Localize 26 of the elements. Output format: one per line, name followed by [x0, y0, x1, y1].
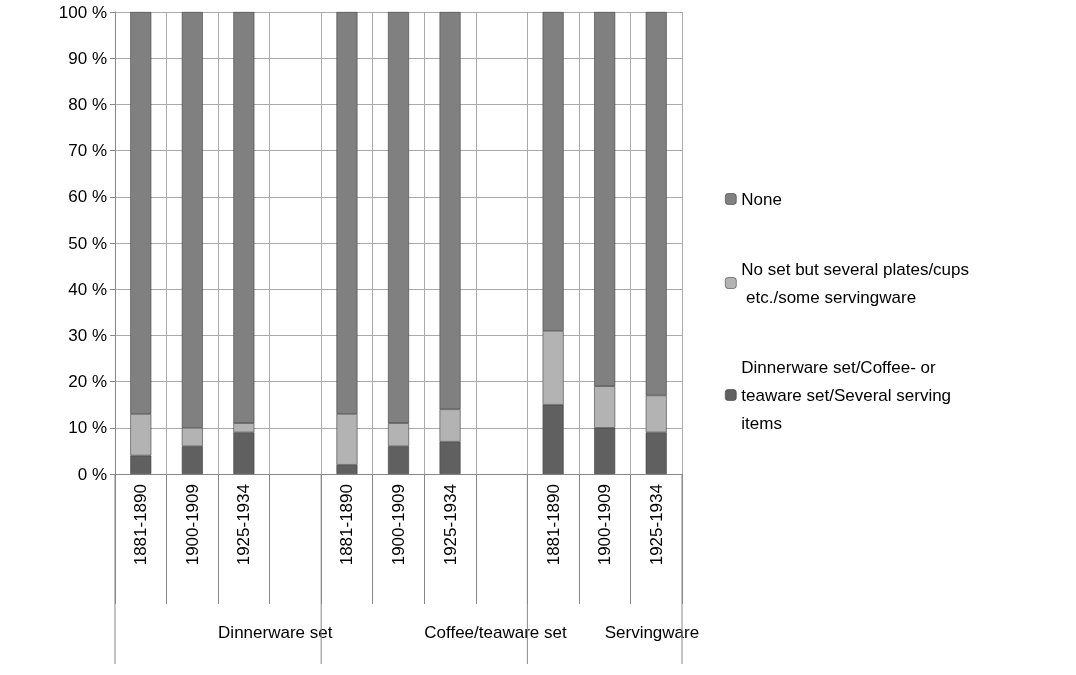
y-tick-label: 10 %: [68, 418, 107, 438]
x-tick-label: 1925-1934: [234, 484, 254, 566]
x-tick-label: 1900-1909: [595, 484, 615, 566]
text: Dinnerware set: [218, 623, 333, 642]
y-tick-label: 80 %: [68, 94, 107, 114]
y-tick-label: 50 %: [68, 233, 107, 253]
y-tick-label: 70 %: [68, 141, 107, 161]
text: Coffee/teaware set: [424, 623, 567, 642]
x-tick-label: 1925-1934: [440, 484, 460, 566]
x-tick-label: 1925-1934: [646, 484, 666, 566]
x-tick-label: 1881-1890: [131, 484, 151, 566]
y-tick-label: 90 %: [68, 48, 107, 68]
x-tick-label: 1900-1909: [182, 484, 202, 566]
y-tick-label: 100 %: [58, 2, 107, 22]
legend-label: Dinnerware set/Coffee- or teaware set/Several serving items: [741, 357, 956, 433]
y-tick-label: 40 %: [68, 279, 107, 299]
y-tick-label: 60 %: [68, 187, 107, 207]
y-tick-label: 0 %: [77, 464, 107, 484]
x-tick-label: 1881-1890: [337, 484, 357, 566]
x-tick-label: 1900-1909: [389, 484, 408, 566]
legend-label: None: [741, 189, 782, 209]
legend-label: No set but several plates/cups etc./some servingware: [741, 259, 970, 307]
text: Servingware: [604, 623, 700, 642]
x-tick-label: 1881-1890: [543, 484, 563, 566]
y-tick-label: 30 %: [68, 325, 107, 345]
y-tick-label: 20 %: [68, 372, 107, 392]
